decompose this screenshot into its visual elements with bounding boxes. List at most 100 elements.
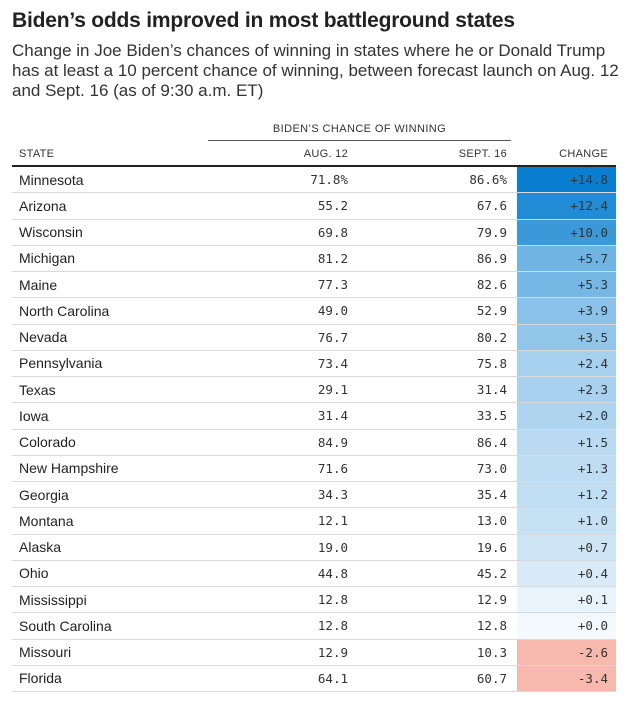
change-value: +0.0 — [517, 613, 616, 639]
column-header-aug: AUG. 12 — [303, 148, 348, 160]
aug-value: 77.3 — [317, 277, 348, 293]
aug-value: 64.1 — [317, 670, 348, 686]
state-name: New Hampshire — [19, 460, 119, 477]
sep-value: 13.0 — [476, 513, 507, 529]
change-value: +2.4 — [517, 350, 616, 376]
aug-value: 69.8 — [317, 224, 348, 240]
state-name: Mississippi — [19, 591, 87, 608]
table-row: Iowa 31.4 33.5 +2.0 — [12, 403, 616, 430]
sep-value: 35.4 — [476, 487, 507, 503]
change-value: +5.7 — [517, 245, 616, 271]
chart-subtitle: Change in Joe Biden’s chances of winning… — [12, 41, 619, 100]
change-value: +12.4 — [517, 193, 616, 219]
state-name: Montana — [19, 512, 74, 529]
table-row: Mississippi 12.8 12.9 +0.1 — [12, 587, 616, 614]
column-header-sep: SEPT. 16 — [458, 148, 507, 160]
sep-value: 82.6 — [476, 277, 507, 293]
change-value: +0.1 — [517, 587, 616, 613]
sep-value: 86.9 — [476, 250, 507, 266]
table-row: Georgia 34.3 35.4 +1.2 — [12, 482, 616, 509]
table-row: Colorado 84.9 86.4 +1.5 — [12, 429, 616, 456]
table-row: Ohio 44.8 45.2 +0.4 — [12, 560, 616, 587]
change-value: +2.3 — [517, 377, 616, 403]
table-row: Florida 64.1 60.7 -3.4 — [12, 665, 616, 692]
sep-value: 33.5 — [476, 408, 507, 424]
change-value: +0.4 — [517, 560, 616, 586]
aug-value: 71.6 — [317, 460, 348, 476]
table-row: Michigan 81.2 86.9 +5.7 — [12, 245, 616, 272]
group-header-rule — [208, 140, 511, 141]
aug-value: 12.8 — [317, 618, 348, 634]
state-name: Missouri — [19, 644, 72, 661]
change-value: -3.4 — [517, 665, 616, 691]
change-value: +1.2 — [517, 482, 616, 508]
change-value: +1.0 — [517, 508, 616, 534]
table-row: Arizona 55.2 67.6 +12.4 — [12, 193, 616, 220]
change-value: +2.0 — [517, 403, 616, 429]
sep-value: 45.2 — [476, 565, 507, 581]
group-header: BIDEN’S CHANCE OF WINNING — [272, 123, 447, 135]
aug-value: 29.1 — [317, 382, 348, 398]
change-value: +10.0 — [517, 219, 616, 245]
table-row: Montana 12.1 13.0 +1.0 — [12, 508, 616, 535]
state-name: Florida — [19, 670, 62, 687]
sep-value: 12.8 — [476, 618, 507, 634]
table-row: South Carolina 12.8 12.8 +0.0 — [12, 613, 616, 640]
sep-value: 10.3 — [476, 644, 507, 660]
aug-value: 19.0 — [317, 539, 348, 555]
change-value: +14.8 — [517, 167, 616, 193]
aug-value: 12.8 — [317, 592, 348, 608]
aug-value: 84.9 — [317, 434, 348, 450]
aug-value: 34.3 — [317, 487, 348, 503]
state-name: Texas — [19, 381, 56, 398]
header-rule — [12, 165, 616, 167]
change-value: +3.9 — [517, 298, 616, 324]
state-name: Maine — [19, 276, 58, 293]
state-name: Nevada — [19, 329, 68, 346]
table-row: Nevada 76.7 80.2 +3.5 — [12, 324, 616, 351]
table-row: Alaska 19.0 19.6 +0.7 — [12, 534, 616, 561]
aug-value: 44.8 — [317, 565, 348, 581]
change-value: +3.5 — [517, 324, 616, 350]
table-row: Maine 77.3 82.6 +5.3 — [12, 272, 616, 299]
change-value: +1.5 — [517, 429, 616, 455]
change-value: -2.6 — [517, 639, 616, 665]
sep-value: 31.4 — [476, 382, 507, 398]
sep-value: 19.6 — [476, 539, 507, 555]
table-row: Missouri 12.9 10.3 -2.6 — [12, 639, 616, 666]
chart-title: Biden’s odds improved in most battlegrou… — [12, 9, 515, 32]
state-name: Colorado — [19, 434, 76, 451]
aug-value: 12.1 — [317, 513, 348, 529]
sep-value: 60.7 — [476, 670, 507, 686]
state-name: South Carolina — [19, 617, 112, 634]
aug-value: 31.4 — [317, 408, 348, 424]
sep-value: 67.6 — [476, 198, 507, 214]
state-name: North Carolina — [19, 302, 110, 319]
state-name: Ohio — [19, 565, 49, 582]
sep-value: 52.9 — [476, 303, 507, 319]
column-header-change: CHANGE — [559, 148, 608, 160]
state-name: Alaska — [19, 539, 62, 556]
aug-value: 76.7 — [317, 329, 348, 345]
sep-value: 75.8 — [476, 355, 507, 371]
state-name: Georgia — [19, 486, 69, 503]
sep-value: 80.2 — [476, 329, 507, 345]
state-name: Minnesota — [19, 171, 84, 188]
aug-value: 55.2 — [317, 198, 348, 214]
table-row: Texas 29.1 31.4 +2.3 — [12, 377, 616, 404]
state-name: Michigan — [19, 250, 76, 267]
change-value: +1.3 — [517, 455, 616, 481]
table-body: Minnesota 71.8% 86.6% +14.8 Arizona 55.2 67.6 +… — [12, 167, 616, 692]
aug-value: 73.4 — [317, 355, 348, 371]
sep-value: 73.0 — [476, 460, 507, 476]
table-row: Minnesota 71.8% 86.6% +14.8 — [12, 167, 616, 194]
sep-value: 12.9 — [476, 592, 507, 608]
column-header-state: STATE — [19, 148, 55, 160]
aug-value: 71.8% — [310, 172, 348, 188]
table-row: Pennsylvania 73.4 75.8 +2.4 — [12, 350, 616, 377]
sep-value: 86.6% — [469, 172, 507, 188]
table-row: North Carolina 49.0 52.9 +3.9 — [12, 298, 616, 325]
change-value: +0.7 — [517, 534, 616, 560]
state-name: Wisconsin — [19, 224, 83, 241]
state-name: Iowa — [19, 407, 49, 424]
